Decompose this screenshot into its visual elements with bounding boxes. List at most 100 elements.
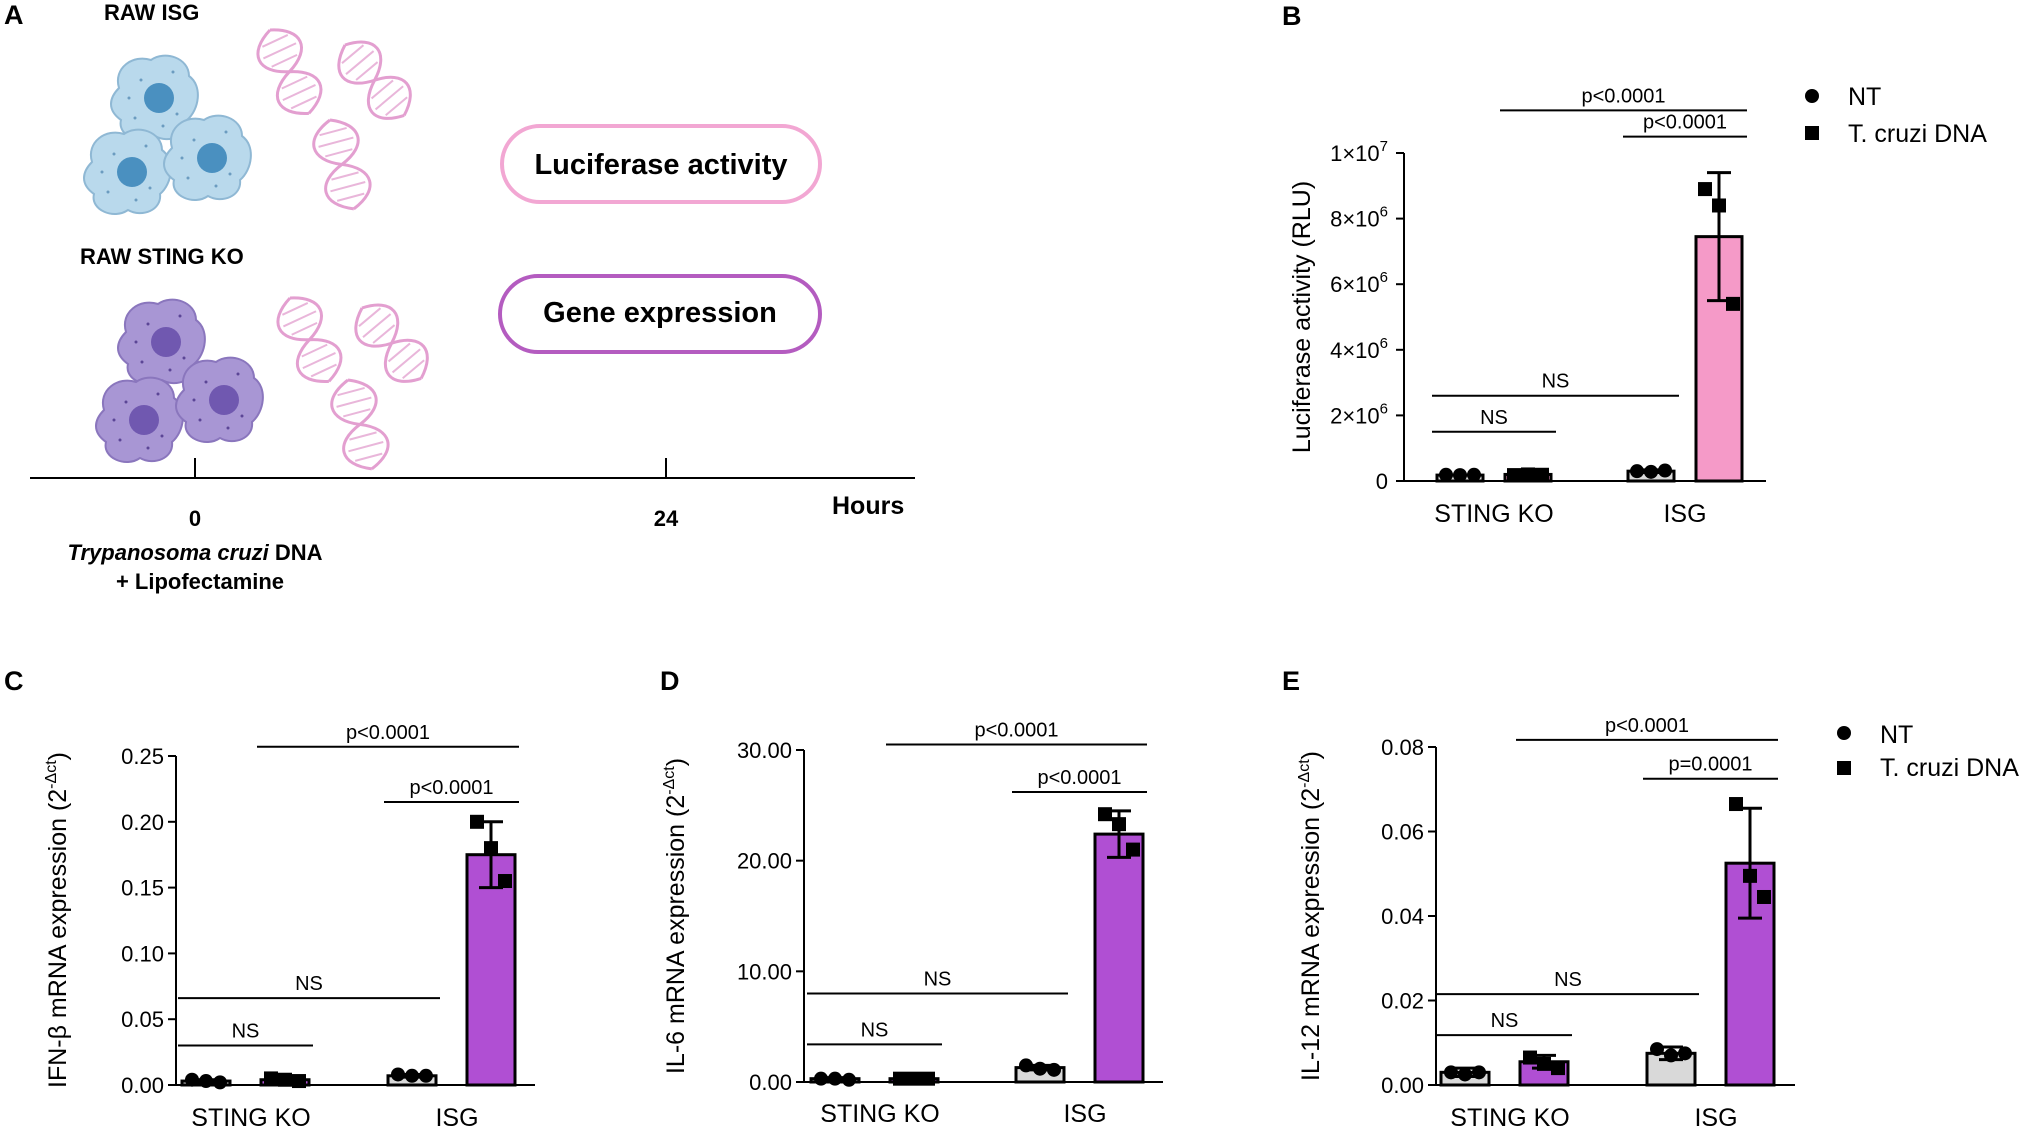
data-point-tcruzi xyxy=(498,874,512,889)
data-point-nt xyxy=(1439,467,1453,482)
data-point-nt xyxy=(814,1071,828,1086)
panel-letter: C xyxy=(4,666,24,696)
legend-tc-label: T. cruzi DNA xyxy=(1848,120,1987,148)
treatment-suffix: DNA xyxy=(269,540,323,565)
y-tick-label: 0.10 xyxy=(121,941,164,966)
data-point-tcruzi xyxy=(264,1071,278,1086)
y-tick-label-base: 0.02 xyxy=(1381,989,1424,1014)
legend-tc-label: T. cruzi DNA xyxy=(1880,754,2019,782)
y-tick-label-base: 6×10 xyxy=(1330,272,1380,297)
panel-a: A RAW ISG Luciferase activity RAW STING … xyxy=(4,0,915,594)
category-label: STING KO xyxy=(1434,500,1553,528)
significance-label: p<0.0001 xyxy=(1582,85,1666,107)
y-tick-label-base: 0.00 xyxy=(1381,1073,1424,1098)
panel-letter: B xyxy=(1282,1,1302,31)
y-tick-label-exponent: 6 xyxy=(1380,400,1388,417)
treatment-line2: + Lipofectamine xyxy=(116,569,284,594)
y-tick-label: 4×106 xyxy=(1330,335,1388,363)
category-label: STING KO xyxy=(820,1100,939,1128)
raw-sting-ko-label: RAW STING KO xyxy=(80,244,244,269)
y-axis-title: IL-6 mRNA expression (2-Δct) xyxy=(661,758,690,1074)
data-point-tcruzi xyxy=(1098,807,1112,822)
y-axis-title-end: ) xyxy=(1297,751,1325,759)
significance-label: NS xyxy=(232,1021,260,1043)
y-tick-label-base: 1×10 xyxy=(1330,141,1380,166)
data-point-tcruzi xyxy=(278,1072,292,1087)
ko-cell-icon xyxy=(175,356,264,444)
dna-helix-icon xyxy=(326,29,423,132)
y-tick-label-base: 20.00 xyxy=(737,849,792,874)
gene-expression-label: Gene expression xyxy=(543,297,777,329)
data-point-nt xyxy=(405,1068,419,1083)
data-point-nt xyxy=(828,1071,842,1086)
y-tick-label-base: 0.10 xyxy=(121,941,164,966)
luciferase-activity-label: Luciferase activity xyxy=(534,149,787,181)
category-label: ISG xyxy=(1063,1100,1106,1128)
dna-helix-icon xyxy=(324,372,396,477)
data-point-tcruzi xyxy=(1551,1061,1565,1076)
dna-helix-icon xyxy=(343,292,440,395)
y-tick-label: 2×106 xyxy=(1330,400,1388,428)
gene-expression-box xyxy=(498,274,822,354)
y-tick-label-base: 0.15 xyxy=(121,876,164,901)
significance-label: NS xyxy=(1480,407,1508,429)
category-label: ISG xyxy=(1663,500,1706,528)
significance-label: NS xyxy=(1554,969,1582,991)
y-tick-label: 0.05 xyxy=(121,1007,164,1032)
significance-label: p<0.0001 xyxy=(975,719,1059,741)
category-label: STING KO xyxy=(1450,1104,1569,1129)
data-point-tcruzi xyxy=(1523,1050,1537,1065)
isg-cell-icon xyxy=(163,114,252,202)
y-tick-label: 0.08 xyxy=(1381,735,1424,760)
data-point-tcruzi xyxy=(1757,889,1771,904)
data-point-nt xyxy=(1644,464,1658,479)
y-axis-title-text: Luciferase activity (RLU) xyxy=(1288,181,1316,453)
data-point-nt xyxy=(1458,1067,1472,1082)
dna-helix-icon xyxy=(306,112,378,217)
data-point-tcruzi xyxy=(1729,797,1743,812)
isg-cell-icon xyxy=(83,128,172,216)
significance-label: NS xyxy=(924,968,952,990)
timeline-label-0: 0 xyxy=(189,506,201,531)
data-point-tcruzi xyxy=(1507,468,1521,483)
y-tick-label-base: 0.05 xyxy=(121,1007,164,1032)
dna-helix-icon xyxy=(268,286,351,393)
ko-cell-icon xyxy=(95,376,184,464)
data-point-tcruzi xyxy=(1126,842,1140,857)
data-point-tcruzi xyxy=(1537,1056,1551,1071)
category-label: ISG xyxy=(435,1104,478,1129)
y-tick-label: 0.00 xyxy=(1381,1073,1424,1098)
y-axis-title-end: ) xyxy=(662,758,690,766)
y-tick-label: 0.06 xyxy=(1381,820,1424,845)
y-tick-label: 10.00 xyxy=(737,959,792,984)
data-point-tcruzi xyxy=(470,814,484,829)
data-point-nt xyxy=(1033,1061,1047,1076)
y-axis-title-superscript: -Δct xyxy=(1296,759,1313,788)
y-tick-label: 6×106 xyxy=(1330,269,1388,297)
y-axis-title-superscript: -Δct xyxy=(661,766,678,795)
panel-letter: E xyxy=(1282,666,1300,696)
y-tick-label: 0 xyxy=(1376,469,1388,494)
data-point-nt xyxy=(1047,1062,1061,1077)
y-tick-label-exponent: 7 xyxy=(1380,138,1388,155)
y-axis-title-end: ) xyxy=(44,752,72,760)
y-tick-label-base: 0.08 xyxy=(1381,735,1424,760)
y-tick-label-base: 0.00 xyxy=(121,1073,164,1098)
legend-nt-label: NT xyxy=(1848,83,1881,111)
y-axis-title: IL-12 mRNA expression (2-Δct) xyxy=(1296,751,1325,1081)
y-tick-label: 0.15 xyxy=(121,876,164,901)
data-point-tcruzi xyxy=(893,1071,907,1086)
dna-helix-icon xyxy=(248,18,331,125)
y-axis-title-superscript: -Δct xyxy=(43,760,60,789)
y-tick-label: 30.00 xyxy=(737,738,792,763)
legend-top: NT T. cruzi DNA xyxy=(1805,83,1987,148)
y-tick-label-base: 0.00 xyxy=(749,1070,792,1095)
y-tick-label-base: 4×10 xyxy=(1330,338,1380,363)
significance-label: p=0.0001 xyxy=(1669,754,1753,776)
significance-label: NS xyxy=(1542,371,1570,393)
data-point-nt xyxy=(213,1075,227,1090)
y-tick-label-base: 0 xyxy=(1376,469,1388,494)
y-tick-label-base: 0.20 xyxy=(121,810,164,835)
data-point-nt xyxy=(842,1072,856,1087)
